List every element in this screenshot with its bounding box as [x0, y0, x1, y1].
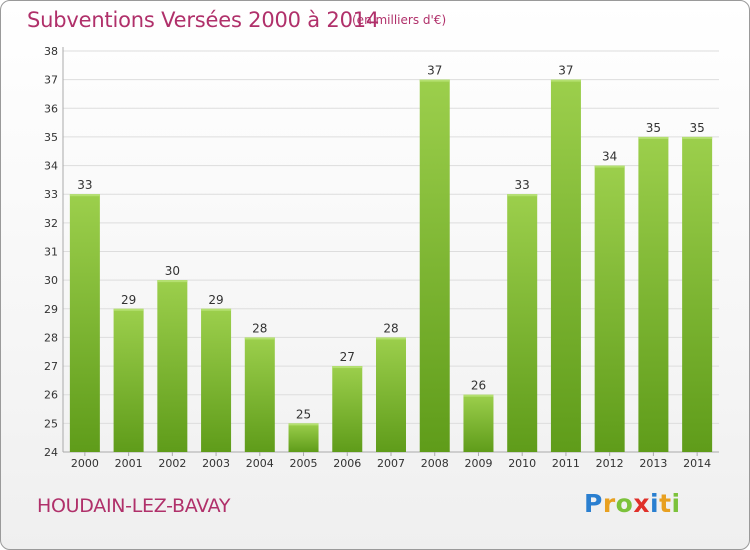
x-tick-label: 2008	[421, 457, 449, 470]
x-tick-label: 2002	[158, 457, 186, 470]
chart-subtitle: (en milliers d'€)	[352, 13, 447, 27]
bar-highlight	[638, 136, 669, 139]
bar-highlight	[682, 136, 713, 139]
data-label: 35	[646, 121, 661, 135]
y-tick-label: 35	[44, 131, 58, 144]
data-label: 34	[602, 150, 617, 164]
logo-letter: P	[584, 489, 603, 518]
data-label: 30	[165, 264, 180, 278]
x-tick-label: 2012	[596, 457, 624, 470]
bar-highlight	[244, 337, 275, 340]
bar-highlight	[463, 394, 494, 397]
proxiti-logo: Proxiti	[584, 489, 681, 518]
bar	[463, 394, 494, 452]
x-tick-label: 2011	[552, 457, 580, 470]
bar	[201, 308, 232, 452]
bar	[113, 308, 144, 452]
bar	[682, 136, 713, 452]
data-label: 28	[383, 321, 398, 335]
logo-letter: i	[671, 489, 681, 518]
x-tick-label: 2000	[71, 457, 99, 470]
bar	[288, 423, 319, 452]
data-label: 37	[427, 64, 442, 78]
bar-highlight	[157, 280, 188, 283]
data-label: 27	[340, 350, 355, 364]
y-tick-label: 26	[44, 389, 58, 402]
y-tick-label: 33	[44, 188, 58, 201]
bar	[157, 280, 188, 452]
bar	[507, 194, 538, 452]
y-tick-label: 31	[44, 246, 58, 259]
x-tick-label: 2001	[115, 457, 143, 470]
y-tick-label: 28	[44, 331, 58, 344]
data-label: 33	[515, 178, 530, 192]
logo-letter: r	[602, 489, 616, 518]
data-label: 33	[77, 178, 92, 192]
bar	[550, 79, 581, 453]
x-tick-label: 2013	[639, 457, 667, 470]
data-label: 29	[208, 293, 223, 307]
x-tick-label: 2003	[202, 457, 230, 470]
y-tick-label: 24	[44, 446, 58, 459]
bar	[638, 136, 669, 452]
bar	[376, 337, 406, 452]
bar	[332, 366, 363, 452]
y-tick-label: 30	[44, 274, 58, 287]
bar	[69, 194, 100, 452]
data-label: 26	[471, 379, 486, 393]
x-tick-label: 2006	[333, 457, 361, 470]
bar-highlight	[201, 308, 232, 311]
y-tick-label: 38	[44, 45, 58, 58]
bar	[244, 337, 275, 452]
x-tick-label: 2004	[246, 457, 274, 470]
y-tick-label: 37	[44, 74, 58, 87]
bar-highlight	[376, 337, 406, 340]
logo-letter: t	[659, 489, 672, 518]
bar-highlight	[507, 194, 538, 197]
y-tick-label: 36	[44, 102, 58, 115]
bar	[594, 165, 625, 453]
data-label: 28	[252, 321, 267, 335]
logo-letter: o	[615, 489, 634, 518]
bar-highlight	[113, 308, 144, 311]
data-label: 37	[558, 64, 573, 78]
x-tick-label: 2009	[464, 457, 492, 470]
data-label: 25	[296, 407, 311, 421]
commune-name: HOUDAIN-LEZ-BAVAY	[37, 495, 231, 517]
x-tick-label: 2010	[508, 457, 536, 470]
y-tick-label: 32	[44, 217, 58, 230]
data-label: 29	[121, 293, 136, 307]
y-tick-label: 34	[44, 160, 58, 173]
logo-letter: i	[650, 489, 660, 518]
data-label: 35	[689, 121, 704, 135]
x-tick-label: 2007	[377, 457, 405, 470]
bar-highlight	[419, 79, 450, 82]
x-tick-label: 2005	[290, 457, 318, 470]
bar-highlight	[288, 423, 319, 426]
bar-highlight	[550, 79, 581, 82]
bar	[419, 79, 450, 453]
logo-letter: x	[633, 489, 650, 518]
chart-title: Subventions Versées 2000 à 2014	[27, 8, 380, 32]
y-tick-label: 25	[44, 417, 58, 430]
bar-highlight	[69, 194, 100, 197]
bar-highlight	[594, 165, 625, 168]
y-tick-label: 29	[44, 303, 58, 316]
x-tick-label: 2014	[683, 457, 711, 470]
y-tick-label: 27	[44, 360, 58, 373]
bar-highlight	[332, 366, 363, 369]
